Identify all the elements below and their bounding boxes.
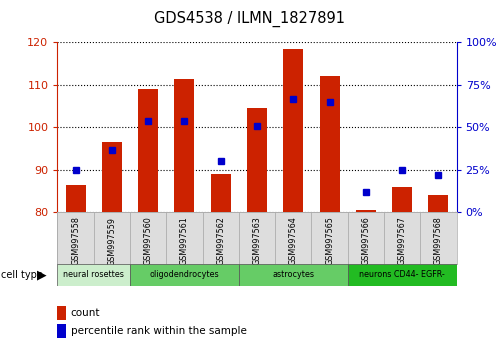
Text: GSM997562: GSM997562 bbox=[216, 217, 225, 266]
Text: cell type: cell type bbox=[1, 270, 43, 280]
Text: GSM997567: GSM997567 bbox=[398, 217, 407, 266]
Text: oligodendrocytes: oligodendrocytes bbox=[150, 270, 219, 279]
Text: count: count bbox=[71, 308, 100, 318]
Bar bbox=[130, 212, 166, 264]
Bar bbox=[348, 212, 384, 264]
Text: GDS4538 / ILMN_1827891: GDS4538 / ILMN_1827891 bbox=[154, 11, 345, 27]
Bar bbox=[138, 89, 158, 212]
Bar bbox=[247, 108, 267, 212]
Text: GSM997565: GSM997565 bbox=[325, 217, 334, 266]
Text: neurons CD44- EGFR-: neurons CD44- EGFR- bbox=[359, 270, 445, 279]
Text: GSM997568: GSM997568 bbox=[434, 217, 443, 265]
Text: percentile rank within the sample: percentile rank within the sample bbox=[71, 326, 247, 336]
Bar bbox=[239, 212, 275, 264]
Text: GSM997558: GSM997558 bbox=[71, 217, 80, 266]
Bar bbox=[65, 185, 85, 212]
Bar bbox=[283, 49, 303, 212]
Bar bbox=[429, 195, 449, 212]
Bar bbox=[239, 264, 348, 286]
Bar bbox=[94, 212, 130, 264]
Bar bbox=[319, 76, 339, 212]
Text: GSM997560: GSM997560 bbox=[144, 217, 153, 265]
Text: GSM997566: GSM997566 bbox=[361, 217, 370, 265]
Text: neural rosettes: neural rosettes bbox=[63, 270, 124, 279]
Bar bbox=[275, 212, 311, 264]
Bar bbox=[203, 212, 239, 264]
Bar bbox=[348, 264, 457, 286]
Text: ▶: ▶ bbox=[36, 268, 46, 281]
Bar bbox=[211, 174, 231, 212]
Bar bbox=[175, 79, 195, 212]
Bar bbox=[420, 212, 457, 264]
Text: GSM997559: GSM997559 bbox=[107, 217, 116, 266]
Bar bbox=[57, 212, 94, 264]
Bar bbox=[356, 210, 376, 212]
Bar bbox=[130, 264, 239, 286]
Text: GSM997564: GSM997564 bbox=[289, 217, 298, 265]
Bar bbox=[392, 187, 412, 212]
Text: astrocytes: astrocytes bbox=[272, 270, 314, 279]
Bar bbox=[57, 264, 130, 286]
Bar bbox=[384, 212, 420, 264]
Text: GSM997563: GSM997563 bbox=[252, 217, 261, 265]
Bar bbox=[311, 212, 348, 264]
Bar bbox=[166, 212, 203, 264]
Text: GSM997561: GSM997561 bbox=[180, 217, 189, 265]
Bar bbox=[102, 142, 122, 212]
